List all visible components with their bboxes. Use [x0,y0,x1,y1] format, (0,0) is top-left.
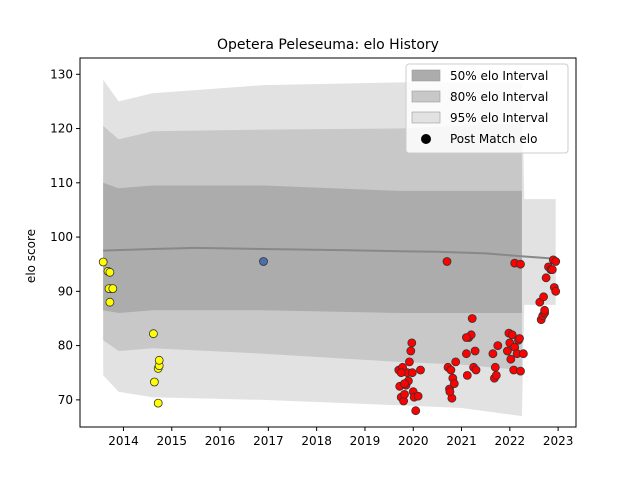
data-point-s0-11 [154,355,164,365]
y-tick-label-3: 100 [50,230,73,244]
data-point-s2-15 [413,391,423,401]
data-point-s2-60 [539,292,548,302]
data-point-s2-29 [461,349,471,359]
legend-label-2: 95% elo Interval [450,111,548,125]
data-point-s2-37 [461,333,471,342]
axes-frame [79,57,577,428]
y-tick-label-4: 110 [50,176,73,190]
x-tick-label-8: 2022 [495,434,526,448]
data-point-s2-35 [470,346,480,356]
x-tick-label-6: 2020 [398,434,429,448]
data-point-s2-11 [407,368,417,378]
y-tick-label-5: 120 [50,122,73,136]
data-point-s2-27 [446,365,456,375]
legend-swatch-1 [411,90,441,103]
data-point-s2-25 [449,379,459,389]
data-point-s2-19 [396,368,406,378]
data-point-s2-33 [467,314,477,323]
data-point-s2-9 [406,346,416,356]
x-tick-label-4: 2018 [301,434,332,448]
data-point-s2-54 [519,349,528,359]
y-tick-label-0: 70 [58,393,73,407]
data-point-s2-69 [551,257,561,266]
data-point-s2-4 [400,389,409,399]
data-point-s0-5 [108,284,118,294]
y-tick-label-1: 80 [58,339,73,353]
data-point-s2-70 [540,305,549,315]
data-point-s2-56 [516,259,525,269]
data-point-s2-40 [490,362,500,372]
chart-legend: 50% elo Interval 80% elo Interval 95% elo … [405,63,569,154]
data-point-s2-43 [502,346,512,356]
data-point-s0-0 [98,257,108,267]
data-point-s1-0 [259,257,268,266]
data-point-s2-47 [507,330,517,340]
data-point-s2-26 [451,357,461,367]
data-point-s2-18 [400,379,409,389]
data-point-s2-20 [442,257,452,266]
legend-label-1: 80% elo Interval [450,90,548,104]
data-point-s2-28 [445,387,455,397]
data-point-s2-38 [488,349,498,359]
data-point-s2-67 [551,286,561,296]
chart-marks [98,79,561,417]
data-point-s2-14 [411,406,421,416]
data-point-s2-42 [491,370,501,380]
data-point-s2-10 [407,338,417,348]
legend-label-0: 50% elo Interval [450,69,548,83]
data-point-s0-6 [105,297,115,307]
data-point-s2-52 [515,334,524,343]
x-tick-label-1: 2015 [156,434,187,448]
x-tick-label-3: 2017 [253,434,284,448]
legend-marker-3 [421,134,431,144]
chart-axes: 2014 2015 2016 2017 2018 2019 2020 2021 2022 2023… [50,57,577,448]
legend-swatch-0 [411,69,441,82]
data-point-s2-36 [471,365,481,375]
x-tick-label-7: 2021 [446,434,477,448]
x-tick-label-9: 2023 [543,434,574,448]
mean-elo-line [103,246,556,260]
data-point-s2-16 [416,365,425,375]
data-point-s0-8 [149,377,159,387]
y-axis-label: elo score [24,229,38,283]
data-point-s0-2 [105,267,115,277]
legend-swatch-2 [411,111,441,124]
x-tick-label-0: 2014 [108,434,139,448]
data-point-s2-68 [547,265,557,275]
data-point-s0-12 [153,398,163,408]
data-point-s0-7 [148,329,158,339]
data-point-s2-46 [506,354,516,364]
legend-frame [405,63,569,154]
data-point-s2-8 [404,357,414,367]
data-point-s2-53 [516,366,525,376]
data-point-s2-30 [462,370,472,380]
interval-band-2 [103,182,522,313]
x-tick-label-2: 2016 [205,434,236,448]
legend-label-3: Post Match elo [450,132,537,146]
data-point-s2-41 [493,341,503,351]
data-point-s2-62 [541,273,551,283]
y-tick-label-6: 130 [50,67,73,81]
chart-title: Opetera Peleseuma: elo History [217,37,439,53]
x-tick-label-5: 2019 [350,434,381,448]
y-tick-label-2: 90 [58,284,73,298]
